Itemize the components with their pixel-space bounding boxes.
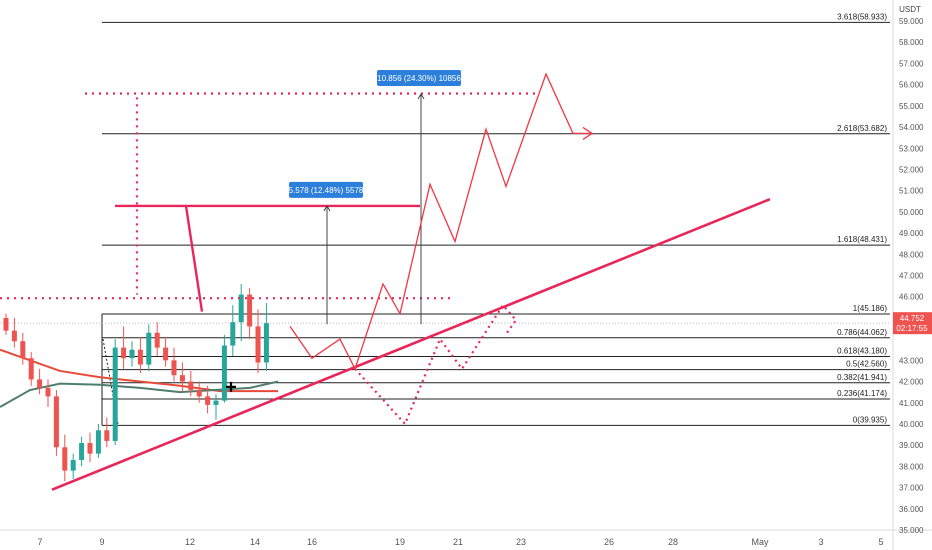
y-tick-label: 36.000 <box>899 505 924 514</box>
x-tick-label: 28 <box>668 537 678 547</box>
y-tick-label: 46.000 <box>899 293 924 302</box>
x-tick-label: 19 <box>395 537 405 547</box>
candle-body <box>45 387 51 397</box>
candle-body <box>213 400 219 405</box>
y-tick-label: 58.000 <box>899 38 924 47</box>
y-tick-label: 47.000 <box>899 272 924 281</box>
candle-body <box>70 460 76 471</box>
x-tick-label: 3 <box>818 537 823 547</box>
current-price-badge <box>893 312 932 335</box>
y-tick-label: 52.000 <box>899 165 924 174</box>
fib-level-label: 0.618(43.180) <box>837 347 887 356</box>
y-tick-label: 54.000 <box>899 123 924 132</box>
candle-body <box>121 347 127 359</box>
candle-body <box>205 396 211 405</box>
candle-body <box>196 390 202 397</box>
x-tick-label: 26 <box>604 537 614 547</box>
x-tick-label: 14 <box>250 537 260 547</box>
flag-pole-line <box>184 205 204 312</box>
candle-body <box>171 360 177 376</box>
candle-countdown: 02:17:55 <box>896 324 928 333</box>
fib-level-label: 1(45.186) <box>853 304 888 313</box>
candle-body <box>263 323 269 363</box>
y-tick-label: 38.000 <box>899 462 924 471</box>
projection-arrowhead <box>582 126 594 140</box>
candle-body <box>28 358 34 380</box>
y-tick-label: 42.000 <box>899 378 924 387</box>
y-tick-label: 35.000 <box>899 526 924 535</box>
crosshair-marker <box>226 381 236 392</box>
candle-body <box>112 347 118 441</box>
y-tick-label: 43.000 <box>899 356 924 365</box>
candle-body <box>95 430 101 454</box>
candle-body <box>221 345 227 401</box>
x-tick-label: 9 <box>99 537 104 547</box>
candle-body <box>163 347 169 361</box>
x-tick-label: 12 <box>185 537 195 547</box>
candle-body <box>137 349 143 365</box>
candle-body <box>11 330 17 342</box>
bullish-projection-path <box>289 72 591 371</box>
measure-arrowhead <box>323 204 331 212</box>
candle-body <box>53 396 59 448</box>
candle-body <box>79 443 85 461</box>
x-tick-label: 21 <box>453 537 463 547</box>
fib-level-label: 0.5(42.560) <box>846 360 887 369</box>
y-tick-label: 41.000 <box>899 399 924 408</box>
candle-body <box>37 379 43 388</box>
y-tick-label: 37.000 <box>899 484 924 493</box>
candle-body <box>238 294 244 323</box>
candle-body <box>62 447 68 471</box>
x-tick-label: 23 <box>516 537 526 547</box>
fib-level-label: 0.236(41.174) <box>837 389 887 398</box>
candle-body <box>104 430 110 441</box>
fib-level-label: 0(39.935) <box>853 415 888 424</box>
candle-body <box>230 322 236 346</box>
y-tick-label: 51.000 <box>899 187 924 196</box>
fib-level-label: 2.618(53.682) <box>837 124 887 133</box>
measure-arrowhead <box>417 92 425 100</box>
current-price-value: 44.752 <box>900 314 925 323</box>
y-tick-label: 48.000 <box>899 250 924 259</box>
candle-body <box>20 341 26 359</box>
fib-level-label: 1.618(48.431) <box>837 235 887 244</box>
candle-body <box>129 349 135 359</box>
candle-body <box>154 332 160 348</box>
fib-level-label: 3.618(58.933) <box>837 12 887 21</box>
y-tick-label: 40.000 <box>899 420 924 429</box>
measure-label-text: 10.856 (24.30%) 10856 <box>377 74 461 83</box>
x-tick-label: 7 <box>37 537 42 547</box>
y-tick-label: 56.000 <box>899 81 924 90</box>
y-tick-label: 39.000 <box>899 441 924 450</box>
candle-body <box>188 381 194 391</box>
measure-label-box <box>289 181 363 198</box>
candle-body <box>3 317 9 331</box>
candle-body <box>87 443 93 454</box>
candle-body <box>179 375 185 382</box>
y-tick-label: 59.000 <box>899 17 924 26</box>
y-tick-label: 57.000 <box>899 59 924 68</box>
candle-body <box>146 332 152 365</box>
y-tick-label: 50.000 <box>899 208 924 217</box>
y-tick-label: 55.000 <box>899 102 924 111</box>
measure-label-box <box>377 69 461 86</box>
y-tick-label: 49.000 <box>899 229 924 238</box>
x-tick-label: May <box>751 537 769 547</box>
candle-body <box>247 294 253 327</box>
measure-label-text: 5.578 (12.48%) 5578 <box>289 186 364 195</box>
currency-label: USDT <box>899 5 921 14</box>
candle-body <box>255 326 261 363</box>
x-tick-label: 5 <box>878 537 883 547</box>
x-tick-label: 16 <box>307 537 317 547</box>
fib-level-label: 0.382(41.941) <box>837 373 887 382</box>
rising-trendline <box>51 197 771 491</box>
y-tick-label: 53.000 <box>899 144 924 153</box>
fib-level-label: 0.786(44.062) <box>837 328 887 337</box>
